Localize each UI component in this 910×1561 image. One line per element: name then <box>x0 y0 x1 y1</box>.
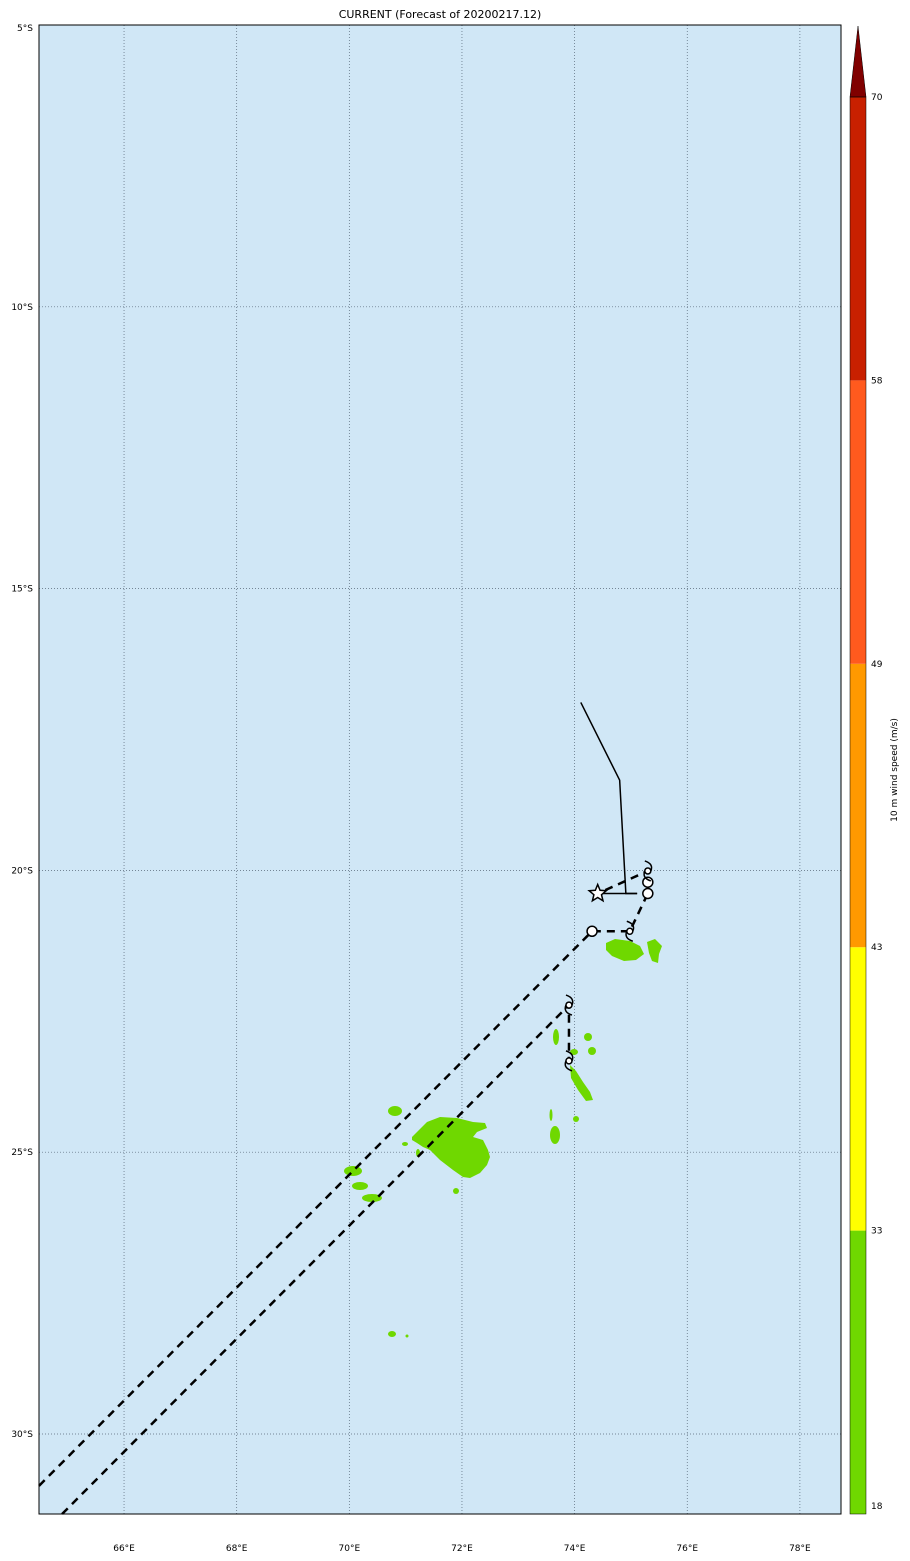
lon-tick-label: 70°E <box>339 1544 361 1554</box>
wind-area <box>352 1182 368 1190</box>
storm-arm <box>644 860 653 872</box>
storm-center <box>565 1057 573 1065</box>
colorbar-outline <box>849 96 867 1515</box>
wind-area <box>570 1065 593 1101</box>
lat-tick-label: 15°S <box>11 585 33 595</box>
lon-tick-label: 74°E <box>564 1544 586 1554</box>
storm-arm <box>564 1060 573 1072</box>
wind-area <box>549 1109 553 1121</box>
colorbar-tick-label: 43 <box>871 943 882 953</box>
colorbar: 18 33 43 49 58 70 <box>849 25 883 1515</box>
lat-tick-label: 10°S <box>11 303 33 313</box>
lon-tick-label: 66°E <box>113 1544 135 1554</box>
storm-center <box>626 927 634 935</box>
wind-area <box>588 1047 596 1055</box>
wind-area <box>388 1106 402 1116</box>
storm-center <box>644 867 652 875</box>
wind-area <box>453 1188 459 1194</box>
tropical-storm-icon <box>564 994 574 1016</box>
tropical-storm-icon <box>625 920 635 942</box>
ocean-background <box>39 25 841 1514</box>
wind-area <box>402 1142 408 1146</box>
storm-arm <box>625 930 634 942</box>
lon-tick-label: 72°E <box>451 1544 473 1554</box>
cyclone-tracks <box>38 702 654 1515</box>
wind-area <box>606 939 644 961</box>
tropical-storm-icon <box>643 860 653 882</box>
storm-arm <box>626 920 635 932</box>
colorbar-tick-label: 70 <box>871 93 883 103</box>
colorbar-segment <box>850 663 866 948</box>
lon-tick-label: 76°E <box>676 1544 698 1554</box>
colorbar-tick-label: 18 <box>871 1502 883 1512</box>
storm-center <box>565 1001 573 1009</box>
wind-area <box>550 1126 560 1144</box>
wind-area <box>362 1194 382 1202</box>
colorbar-tick-label: 58 <box>871 376 883 386</box>
colorbar-extend-arrow <box>849 25 867 98</box>
lon-tick-label: 78°E <box>789 1544 811 1554</box>
low-pressure-icon <box>642 887 654 900</box>
low-pressure-icon <box>586 925 598 937</box>
lat-tick-label: 20°S <box>11 866 33 876</box>
wind-area <box>647 939 662 963</box>
storm-arm <box>565 994 574 1006</box>
wind-area <box>344 1166 362 1176</box>
storm-arm <box>565 1050 574 1062</box>
wind-area <box>573 1116 579 1122</box>
wind-area <box>405 1334 409 1338</box>
wind-area <box>584 1033 592 1041</box>
wind-area <box>570 1049 578 1055</box>
storm-arm <box>643 870 652 882</box>
colorbar-tick-label: 49 <box>871 660 883 670</box>
map-frame <box>38 24 842 1515</box>
colorbar-segment <box>850 380 866 664</box>
storm-arm <box>564 1004 573 1016</box>
wind-speed-contours <box>344 939 662 1338</box>
lat-tick-label: 5°S <box>17 24 33 34</box>
colorbar-label: 10 m wind speed (m/s) <box>890 718 900 822</box>
lon-tick-label: 68°E <box>226 1544 248 1554</box>
lat-tick-label: 30°S <box>11 1430 33 1440</box>
colorbar-segment <box>850 97 866 381</box>
map-title: CURRENT (Forecast of 20200217.12) <box>338 8 542 21</box>
wind-area <box>388 1331 396 1337</box>
axis-ticks: 66°E 68°E 70°E 72°E 74°E 76°E 78°E 5°S 10°S 15°S 2… <box>11 24 811 1554</box>
current-position-star-icon <box>587 882 609 903</box>
wind-area <box>553 1029 559 1045</box>
colorbar-segment <box>850 1230 866 1514</box>
lat-tick-label: 25°S <box>11 1148 33 1158</box>
tropical-storm-icon <box>564 1050 574 1072</box>
colorbar-segment <box>850 947 866 1231</box>
wind-area <box>412 1117 490 1178</box>
graticule <box>39 25 841 1514</box>
low-pressure-icon <box>642 876 654 888</box>
colorbar-tick-label: 33 <box>871 1227 882 1237</box>
